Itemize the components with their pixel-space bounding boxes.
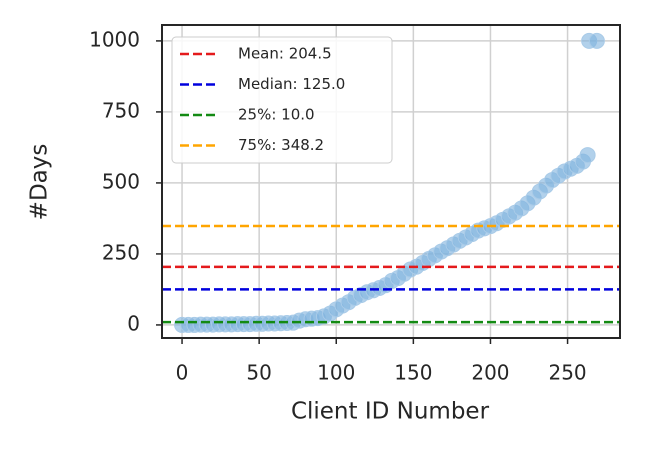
y-tick-label: 750 [102,98,140,122]
point [588,32,605,49]
x-tick-label: 250 [548,361,586,385]
legend-label: 75%: 348.2 [238,136,324,154]
y-tick-label: 1000 [89,27,140,51]
point [579,147,596,164]
x-tick-label: 0 [176,361,189,385]
x-tick-label: 150 [394,361,432,385]
y-tick-label: 250 [102,240,140,264]
y-tick-label: 500 [102,169,140,193]
x-tick-label: 200 [471,361,509,385]
y-tick-label: 0 [127,311,140,335]
x-tick-label: 100 [317,361,355,385]
axes-frame [161,24,621,339]
x-axis-label: Client ID Number [291,399,490,425]
legend-label: Mean: 204.5 [238,45,332,63]
legend-box [171,36,393,164]
legend-label: 25%: 10.0 [238,106,315,124]
x-tick-label: 50 [246,361,271,385]
y-axis-label: #Days [27,144,53,221]
legend-label: Median: 125.0 [238,75,345,93]
